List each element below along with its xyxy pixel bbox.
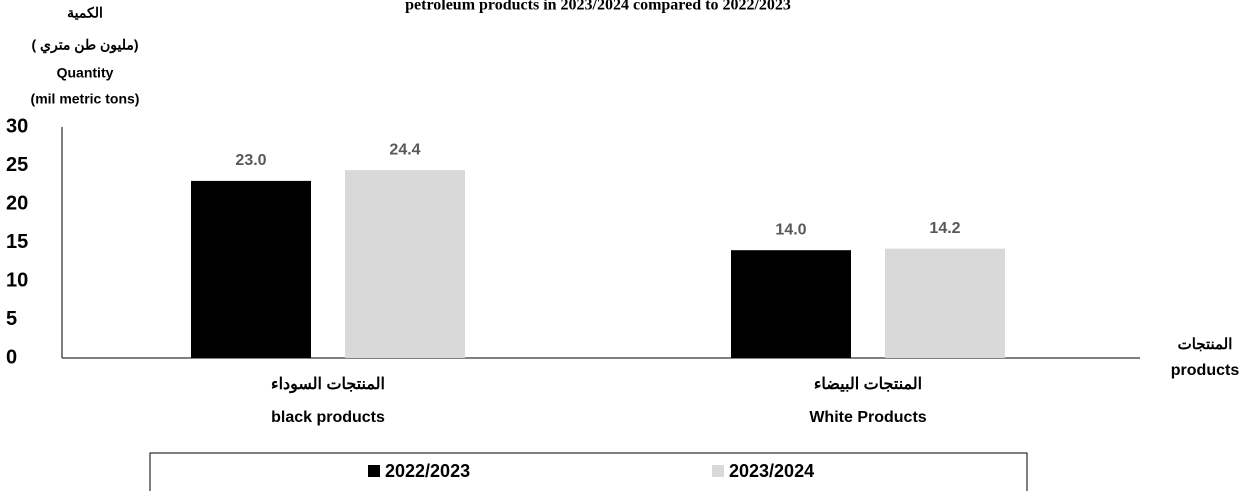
- y-tick-label: 30: [6, 115, 28, 137]
- legend-swatch: [712, 465, 724, 477]
- x-axis-label: المنتجات: [1178, 336, 1233, 353]
- x-tick-label: black products: [271, 409, 385, 426]
- y-axis-label: (mil metric tons): [31, 91, 140, 107]
- chart-title: petroleum products in 2023/2024 compared…: [405, 0, 791, 14]
- bar: [345, 170, 465, 358]
- y-axis-label: ( مليون طن متري): [31, 37, 138, 54]
- y-tick-label: 10: [6, 269, 28, 291]
- bar: [731, 250, 851, 358]
- y-axis-label: Quantity: [57, 65, 114, 81]
- y-tick-label: 0: [6, 346, 17, 368]
- x-axis-label: products: [1171, 362, 1240, 379]
- data-label: 14.0: [775, 221, 806, 238]
- data-label: 24.4: [389, 141, 420, 158]
- x-tick-label: White Products: [809, 409, 926, 426]
- data-label: 14.2: [929, 220, 960, 237]
- x-tick-label: المنتجات السوداء: [271, 376, 385, 394]
- bar: [191, 180, 311, 358]
- y-tick-label: 25: [6, 154, 28, 176]
- legend-box: [149, 452, 1028, 491]
- legend-label: 2022/2023: [385, 461, 470, 481]
- data-label: 23.0: [235, 152, 266, 169]
- y-tick-label: 20: [6, 192, 28, 214]
- legend-swatch: [368, 465, 380, 477]
- legend-label: 2023/2024: [729, 461, 814, 481]
- bar: [885, 248, 1005, 358]
- y-tick-label: 15: [6, 231, 28, 253]
- y-axis-label: الكمية: [67, 5, 103, 21]
- x-tick-label: المنتجات البيضاء: [814, 376, 922, 393]
- y-tick-label: 5: [6, 308, 17, 330]
